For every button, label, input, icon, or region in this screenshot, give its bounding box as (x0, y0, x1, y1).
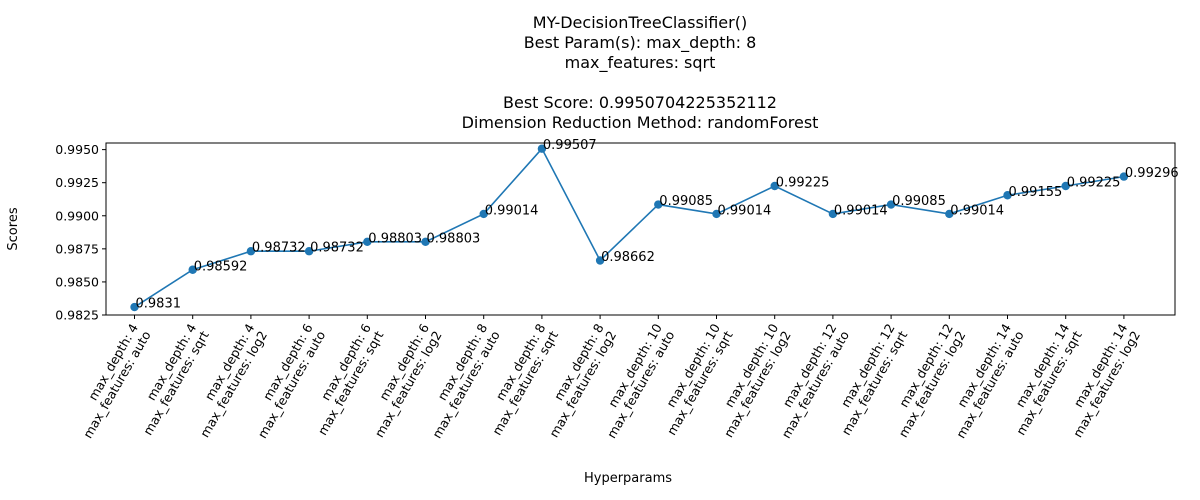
data-label: 0.99014 (950, 203, 1004, 218)
chart-title-line-4: Best Score: 0.9950704225352112 (503, 93, 777, 112)
x-axis-label: Hyperparams (584, 471, 672, 486)
y-tick-label: 0.9925 (55, 175, 99, 190)
y-tick-label: 0.9825 (55, 308, 99, 323)
data-label: 0.98803 (368, 231, 422, 246)
data-point (1119, 172, 1129, 181)
data-point (712, 209, 721, 219)
data-label: 0.99296 (1125, 166, 1179, 181)
chart-title-line-5: Dimension Reduction Method: randomForest (462, 113, 819, 132)
series-line (134, 147, 1125, 308)
x-tick-label: max_depth: 4max_features: auto (67, 321, 153, 441)
data-label: 0.99225 (776, 176, 830, 191)
chart-title-line-1: Best Param(s): max_depth: 8 (524, 33, 757, 53)
data-label: 0.9831 (136, 297, 182, 312)
data-point (828, 209, 838, 219)
plot-frame (105, 142, 1176, 316)
data-point (479, 209, 488, 219)
data-label: 0.99014 (485, 203, 539, 218)
data-point (945, 209, 954, 219)
data-label: 0.99085 (659, 194, 713, 209)
data-label: 0.99225 (1067, 176, 1121, 191)
data-point (537, 144, 547, 153)
data-point (246, 247, 256, 256)
data-point (595, 256, 605, 265)
y-tick-label: 0.9850 (55, 274, 99, 289)
y-tick-label: 0.9900 (55, 208, 99, 223)
data-label: 0.99507 (543, 138, 597, 153)
data-point (421, 237, 430, 247)
data-label: 0.98803 (427, 231, 481, 246)
data-label: 0.98732 (252, 241, 306, 256)
y-tick-label: 0.9950 (55, 142, 99, 157)
y-axis-label: Scores (6, 207, 21, 250)
data-label: 0.98592 (194, 259, 248, 274)
data-label: 0.99155 (1009, 185, 1063, 200)
data-label: 0.99085 (892, 194, 946, 209)
data-point (1061, 181, 1070, 191)
data-point (188, 265, 197, 274)
data-point (654, 200, 663, 209)
data-point (1003, 191, 1012, 200)
data-label: 0.99014 (718, 203, 772, 218)
data-point (886, 200, 896, 209)
chart-title-line-2: max_features: sqrt (565, 53, 716, 73)
data-point (363, 237, 372, 247)
data-point (130, 302, 139, 312)
chart-title-line-0: MY-DecisionTreeClassifier() (533, 13, 747, 32)
data-label: 0.98732 (310, 241, 364, 256)
data-label: 0.98662 (601, 250, 655, 265)
data-point (770, 181, 779, 191)
data-label: 0.99014 (834, 203, 888, 218)
y-tick-label: 0.9875 (55, 241, 99, 256)
data-point (304, 247, 314, 256)
